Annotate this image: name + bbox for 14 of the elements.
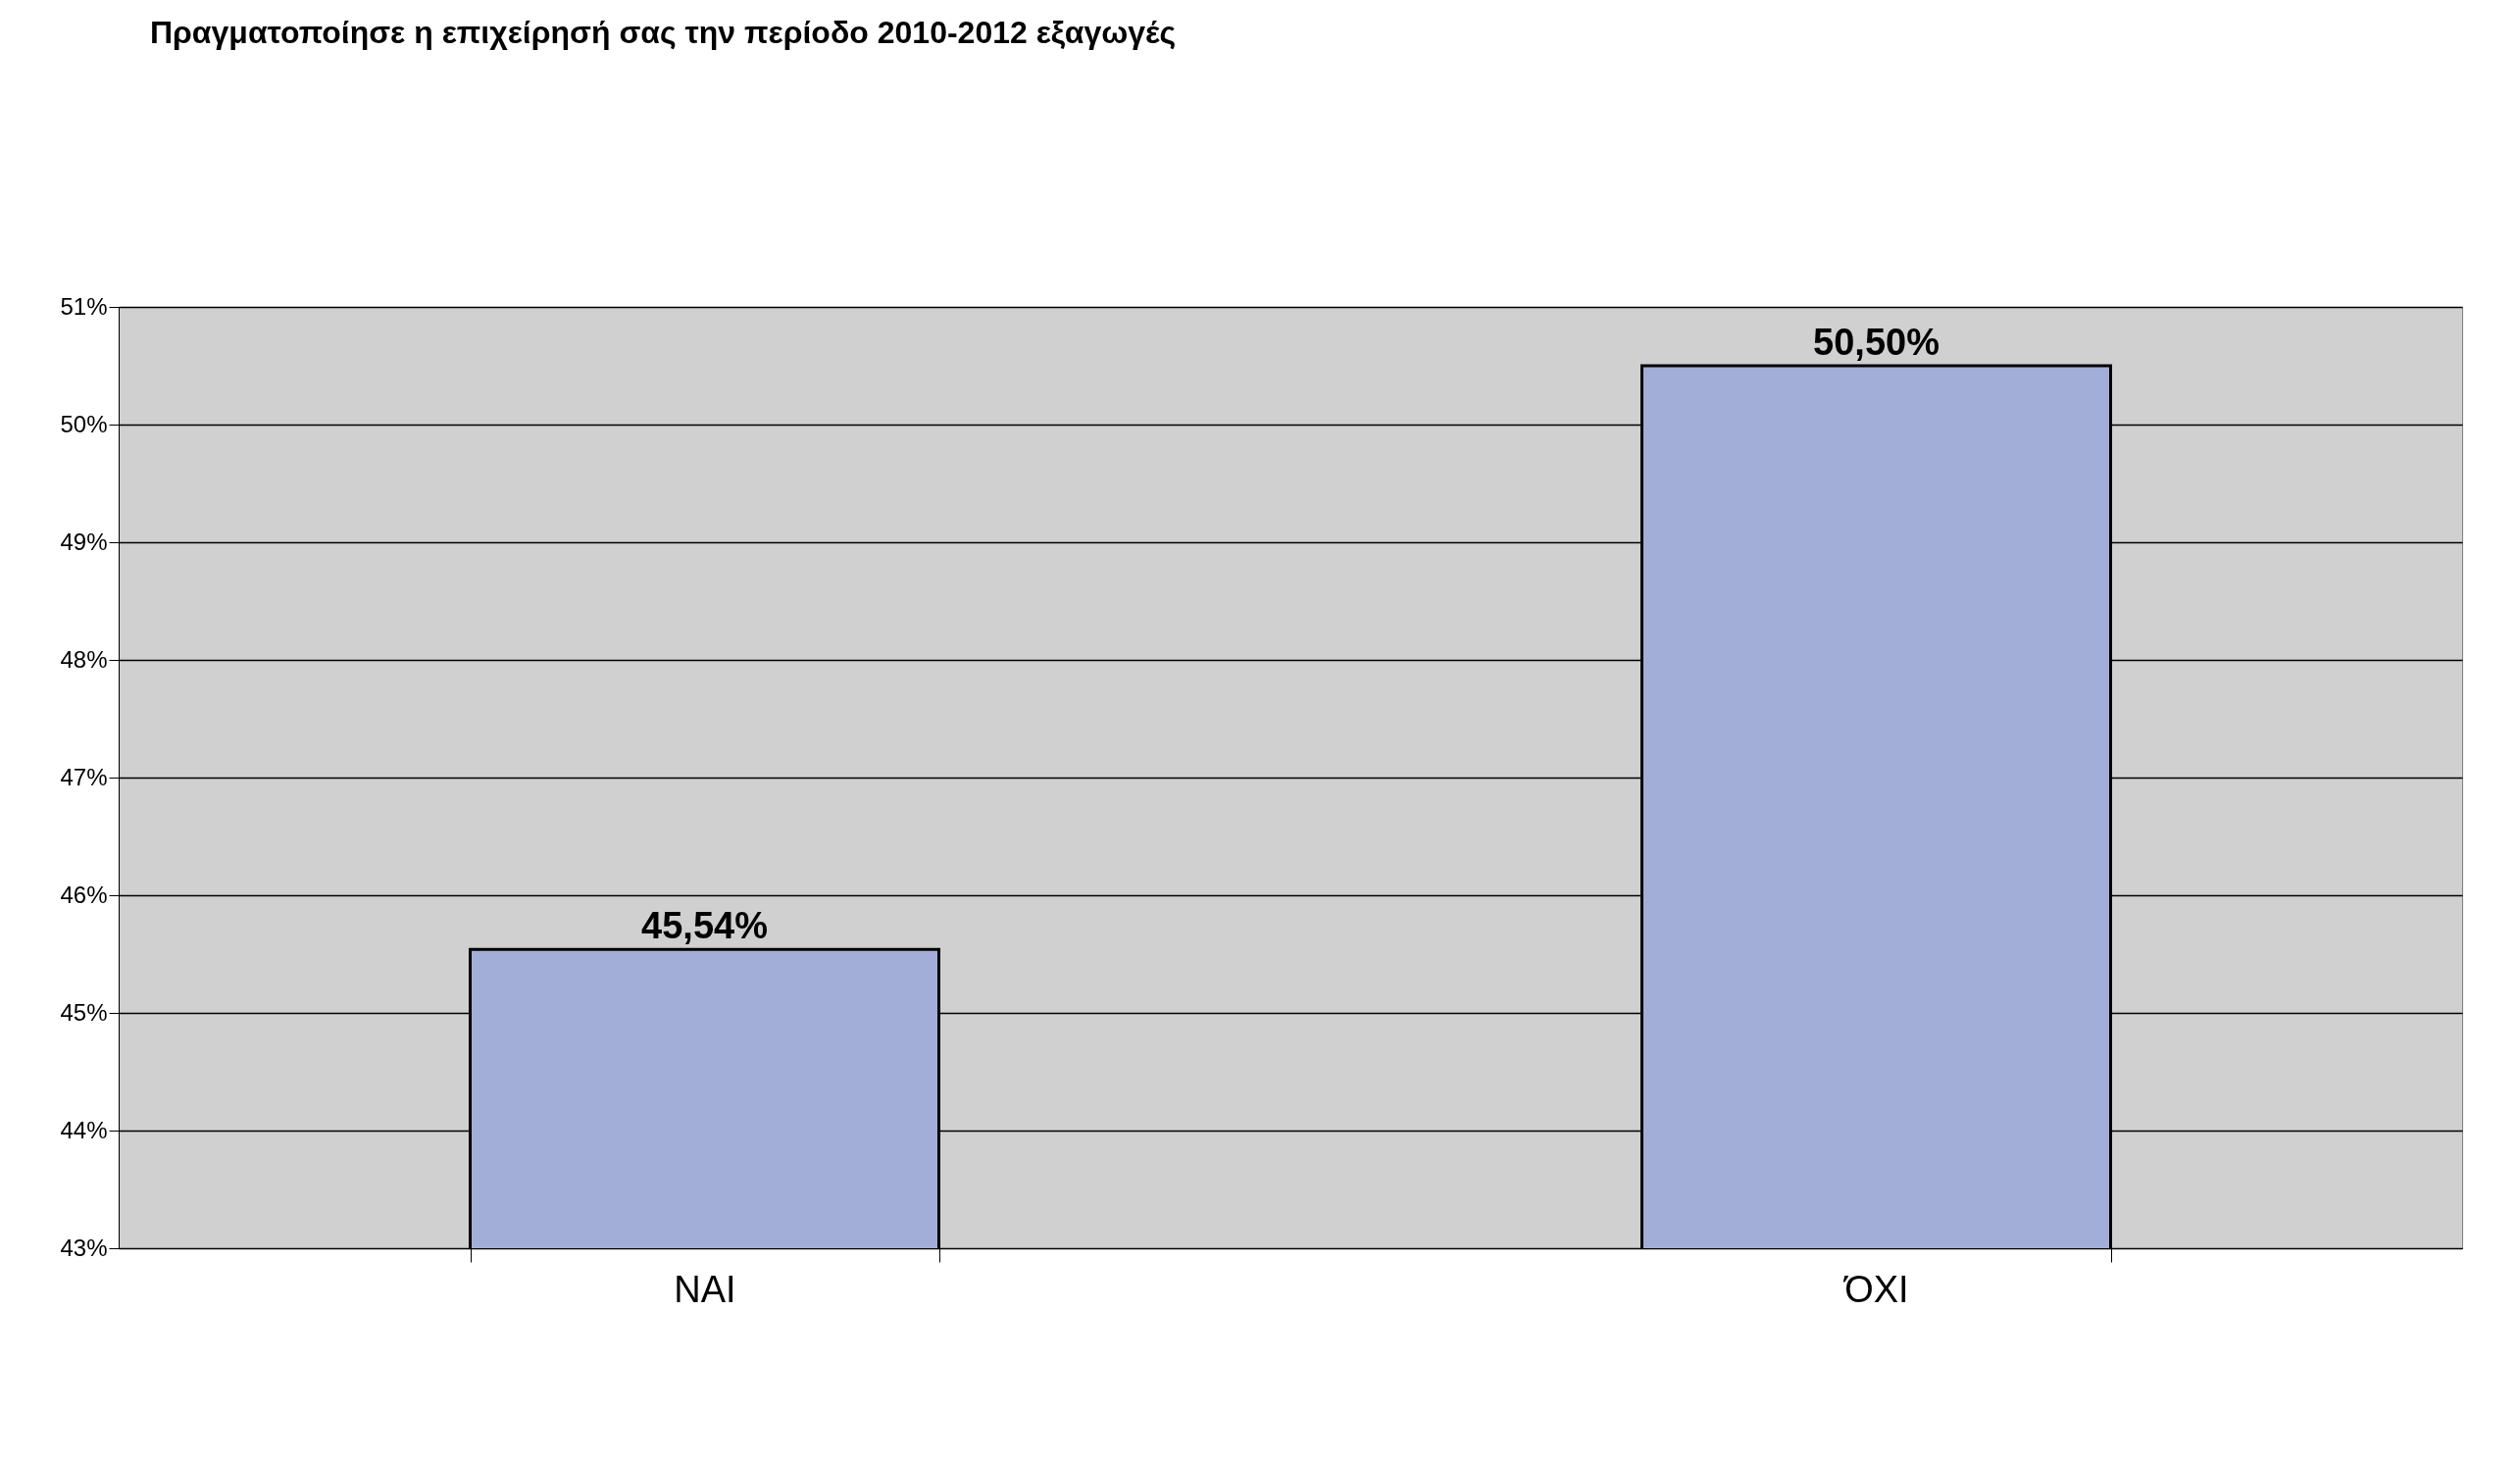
x-tick-label: ΌΧΙ bbox=[1842, 1268, 1909, 1310]
y-tick-label: 49% bbox=[60, 528, 108, 555]
y-tick-label: 50% bbox=[60, 410, 108, 437]
y-tick-label: 46% bbox=[60, 881, 108, 908]
y-tick-label: 44% bbox=[60, 1116, 108, 1143]
data-label: 50,50% bbox=[1813, 322, 1940, 363]
y-tick-label: 48% bbox=[60, 645, 108, 673]
y-tick-label: 45% bbox=[60, 998, 108, 1026]
data-label: 45,54% bbox=[641, 905, 768, 947]
chart-title: Πραγματοποίησε η επιχείρησή σας την περίοδο 2010-2012 εξαγωγές bbox=[149, 15, 1177, 50]
y-tick-label: 43% bbox=[60, 1234, 108, 1261]
y-tick-label: 47% bbox=[60, 763, 108, 790]
y-tick-label: 51% bbox=[60, 292, 108, 320]
x-tick-label: ΝΑΙ bbox=[674, 1268, 736, 1310]
